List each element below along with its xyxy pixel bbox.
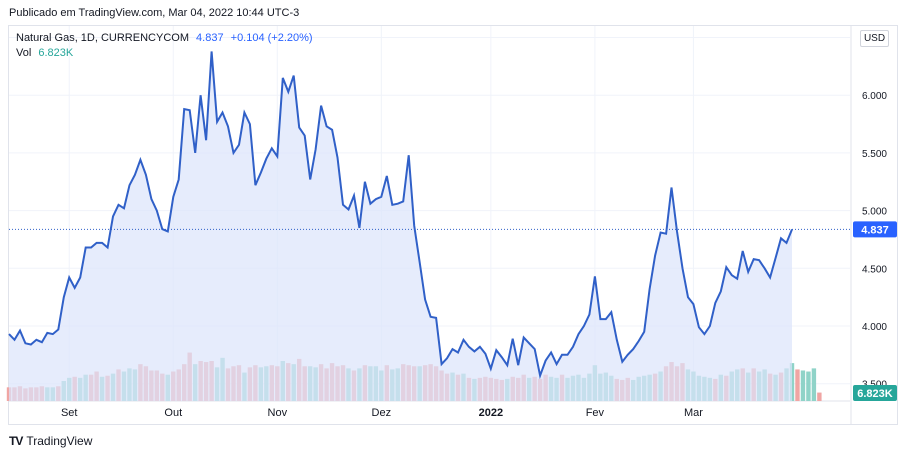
last-price-badge	[853, 221, 897, 238]
last-volume-badge-text: 6.823K	[857, 388, 893, 400]
x-tick-label: Fev	[586, 407, 605, 419]
y-tick-label: 4.500	[862, 264, 887, 275]
y-tick-label: 5.000	[862, 207, 887, 218]
volume-value: 6.823K	[38, 47, 74, 59]
x-tick-label: Out	[164, 407, 182, 419]
chart-frame	[8, 25, 898, 425]
volume-bar	[800, 370, 806, 401]
volume-bar	[806, 371, 811, 401]
volume-label[interactable]: Vol	[16, 47, 32, 59]
last-volume-badge	[853, 385, 897, 401]
y-tick-label: 4.000	[862, 322, 887, 333]
price-area	[9, 51, 792, 402]
tradingview-logo[interactable]: TV TradingView	[9, 434, 92, 448]
volume-bar	[811, 368, 817, 401]
volume-bar	[817, 392, 822, 401]
axis-price-labels: 4.837 6.823K	[853, 221, 897, 401]
last-price-badge-text: 4.837	[861, 224, 889, 236]
x-axis: Set Out Nov Dez 2022 Fev Mar	[61, 407, 703, 419]
tradingview-logo-icon: TV	[9, 434, 23, 448]
currency-button[interactable]: USD	[860, 30, 889, 47]
x-tick-label: Dez	[372, 407, 392, 419]
y-tick-label: 5.500	[862, 149, 887, 160]
x-tick-label: 2022	[479, 407, 503, 419]
y-tick-label: 6.000	[862, 91, 887, 102]
last-price-value: 4.837	[196, 32, 224, 44]
chart-legend: Natural Gas, 1D, CURRENCYCOM 4.837 +0.10…	[16, 31, 313, 61]
x-tick-label: Nov	[268, 407, 288, 419]
volume-bar	[795, 369, 800, 401]
published-caption: Publicado em TradingView.com, Mar 04, 20…	[9, 7, 300, 19]
x-tick-label: Set	[61, 407, 78, 419]
x-tick-label: Mar	[684, 407, 703, 419]
symbol-label[interactable]: Natural Gas, 1D, CURRENCYCOM	[16, 32, 189, 44]
price-change-value: +0.104 (+2.20%)	[230, 32, 313, 44]
tradingview-brand-label: TradingView	[26, 434, 93, 448]
price-line	[8, 51, 793, 380]
